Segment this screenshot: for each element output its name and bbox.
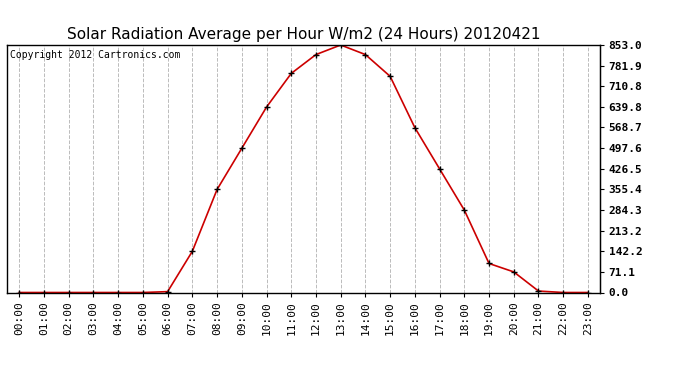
Text: Copyright 2012 Cartronics.com: Copyright 2012 Cartronics.com [10, 50, 180, 60]
Title: Solar Radiation Average per Hour W/m2 (24 Hours) 20120421: Solar Radiation Average per Hour W/m2 (2… [67, 27, 540, 42]
